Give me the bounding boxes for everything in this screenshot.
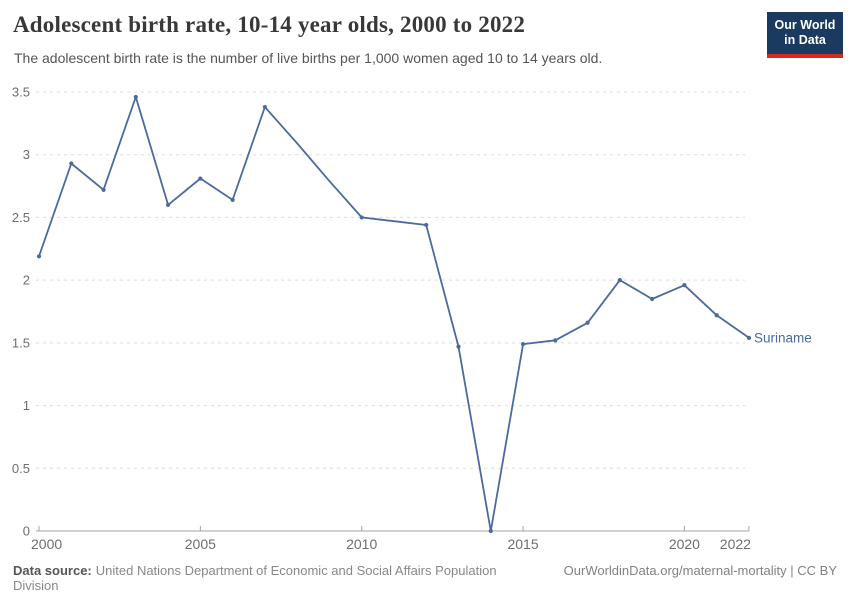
y-axis-labels: 0 0.5 1 1.5 2 2.5 3 3.5 xyxy=(12,84,30,538)
x-axis-labels: 2000 2005 2010 2015 2020 2022 xyxy=(31,536,751,552)
series-suriname[interactable]: Suriname xyxy=(36,94,812,534)
data-point[interactable] xyxy=(230,197,235,202)
data-point[interactable] xyxy=(746,335,752,340)
data-point[interactable] xyxy=(520,342,526,347)
data-point[interactable] xyxy=(262,104,267,110)
data-source-label: Data source: xyxy=(13,563,92,578)
gridlines xyxy=(36,91,745,469)
chart-subtitle: The adolescent birth rate is the number … xyxy=(14,50,603,66)
data-point[interactable] xyxy=(133,94,138,100)
y-tick-label: 0 xyxy=(23,524,30,539)
data-point[interactable] xyxy=(650,296,655,302)
data-point[interactable] xyxy=(714,313,719,318)
x-tick-label: 2005 xyxy=(185,536,216,552)
y-tick-label: 2 xyxy=(23,273,30,288)
owid-logo-line2: in Data xyxy=(784,33,826,47)
x-tick-label: 2020 xyxy=(669,536,700,552)
data-point[interactable] xyxy=(359,215,364,220)
y-tick-label: 3.5 xyxy=(12,84,30,99)
x-tick-label: 2015 xyxy=(507,536,538,552)
data-point[interactable] xyxy=(682,283,687,288)
data-point[interactable] xyxy=(456,344,461,349)
y-tick-label: 1.5 xyxy=(12,335,30,350)
chart-footer: Data source: United Nations Department of… xyxy=(13,563,837,593)
series-line[interactable] xyxy=(38,96,750,532)
data-point[interactable] xyxy=(101,187,106,192)
data-source-note: Data source: United Nations Department of… xyxy=(13,563,544,593)
series-label[interactable]: Suriname xyxy=(754,330,812,345)
data-source-text: United Nations Department of Economic an… xyxy=(13,563,497,593)
data-point[interactable] xyxy=(165,202,171,207)
x-tick-label: 2022 xyxy=(720,536,751,552)
line-chart[interactable]: 0 0.5 1 1.5 2 2.5 3 3.5 2000 2005 2010 2015 2020 2022… xyxy=(0,78,850,556)
data-point[interactable] xyxy=(617,278,622,283)
y-tick-label: 1 xyxy=(23,398,30,413)
x-tick-label: 2010 xyxy=(346,536,377,552)
owid-logo-line1: Our World xyxy=(774,18,836,33)
x-tick-label: 2000 xyxy=(31,536,62,552)
x-axis xyxy=(36,526,750,532)
footer-link[interactable]: OurWorldinData.org/maternal-mortality | … xyxy=(563,563,837,578)
owid-logo[interactable]: Our World in Data xyxy=(767,12,843,58)
data-point[interactable] xyxy=(585,320,590,325)
y-tick-label: 2.5 xyxy=(12,210,30,225)
data-point[interactable] xyxy=(553,338,558,343)
data-point[interactable] xyxy=(198,176,203,181)
data-point[interactable] xyxy=(488,528,493,534)
chart-title: Adolescent birth rate, 10-14 year olds, … xyxy=(13,12,526,37)
y-tick-label: 3 xyxy=(23,147,30,162)
data-point[interactable] xyxy=(424,222,429,228)
y-tick-label: 0.5 xyxy=(12,461,30,476)
data-point[interactable] xyxy=(36,254,42,259)
data-point[interactable] xyxy=(69,161,74,166)
